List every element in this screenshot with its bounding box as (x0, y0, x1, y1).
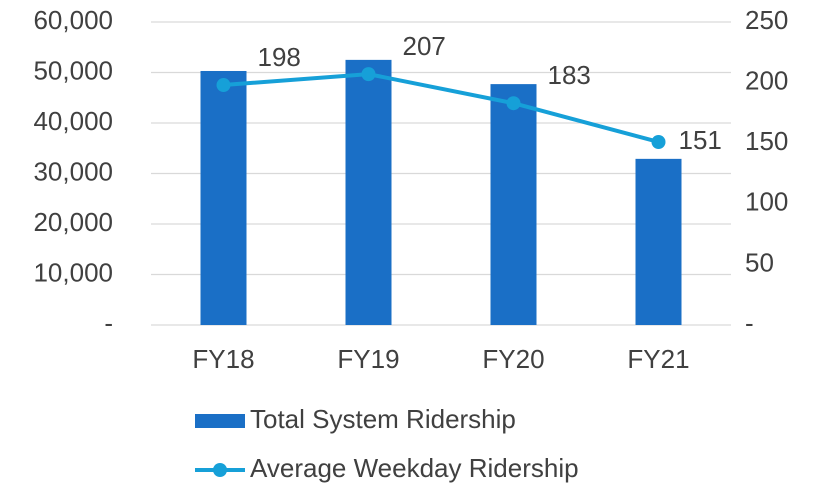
y2-tick-label: 200 (745, 65, 788, 95)
line (223, 72, 660, 144)
legend-swatch (213, 463, 227, 477)
bar (490, 84, 537, 326)
y2-tick-label: 250 (745, 5, 788, 35)
legend-label: Total System Ridership (250, 404, 516, 434)
y-tick-label: 30,000 (33, 156, 113, 186)
data-label: 207 (403, 31, 446, 61)
data-label: 183 (548, 60, 591, 90)
bar (635, 158, 682, 325)
y2-tick-label: 100 (745, 187, 788, 217)
y2-tick-label: 50 (745, 247, 774, 277)
y-tick-label: 50,000 (33, 55, 113, 85)
y-tick-label: 60,000 (33, 5, 113, 35)
y2-tick-label: 150 (745, 126, 788, 156)
line-marker (506, 96, 521, 111)
x-tick-label: FY18 (192, 344, 254, 374)
y-tick-label: - (104, 308, 113, 338)
y-tick-label: 10,000 (33, 257, 113, 287)
y-tick-label: 40,000 (33, 106, 113, 136)
bar (200, 70, 247, 325)
line-marker (216, 78, 231, 93)
line-marker (361, 67, 376, 82)
x-tick-label: FY21 (627, 344, 689, 374)
data-label: 198 (258, 42, 301, 72)
legend-swatch (195, 414, 245, 428)
line-marker (651, 134, 666, 149)
legend-label: Average Weekday Ridership (250, 453, 579, 483)
x-tick-label: FY19 (337, 344, 399, 374)
y2-tick-label: - (745, 308, 754, 338)
y-tick-label: 20,000 (33, 207, 113, 237)
data-label: 151 (679, 125, 722, 155)
bar (345, 59, 392, 325)
x-tick-label: FY20 (482, 344, 544, 374)
